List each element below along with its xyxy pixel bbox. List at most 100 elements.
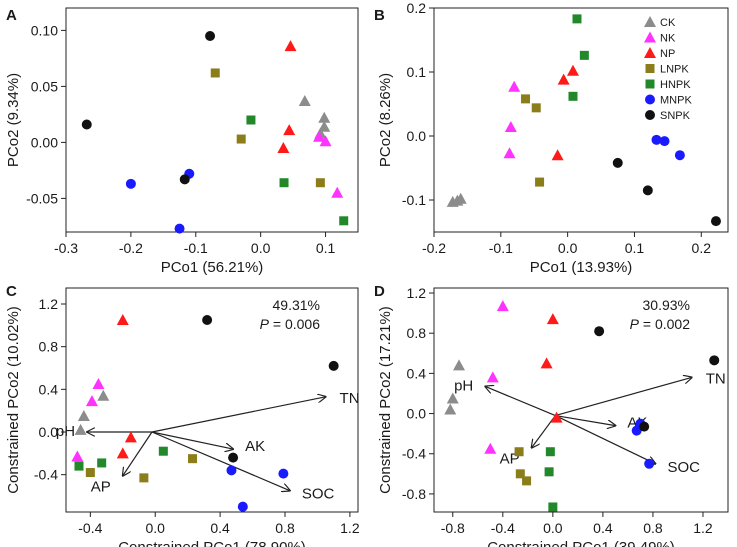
x-tick-label: -0.2 (422, 240, 446, 256)
legend-marker-snpk (645, 110, 655, 120)
point-lnpk (188, 454, 198, 464)
point-nk (319, 135, 332, 147)
vector-label-ph: pH (56, 423, 75, 440)
point-hnpk (544, 467, 554, 477)
legend-item-hnpk: HNPK (645, 79, 691, 91)
point-np (116, 447, 129, 459)
vector-label-tn: TN (706, 370, 726, 387)
vector-soc (151, 431, 290, 491)
legend-item-mnpk: MNPK (645, 94, 692, 107)
y-tick-label: -0.8 (402, 486, 426, 502)
y-axis-title: PCo2 (8.26%) (377, 73, 394, 167)
point-np (284, 40, 297, 52)
point-hnpk (572, 14, 582, 24)
vector-ph (485, 386, 556, 417)
point-np (540, 357, 553, 369)
point-snpk (594, 326, 605, 337)
point-lnpk (236, 134, 246, 144)
y-tick-label: 0.4 (407, 365, 427, 381)
y-axis-title: PCo2 (9.34%) (5, 73, 22, 167)
point-snpk (710, 216, 721, 227)
y-axis-title: Constrained PCo2 (17.21%) (377, 306, 394, 494)
point-hnpk (158, 446, 168, 456)
plot-frame (433, 287, 729, 513)
point-nk (508, 80, 521, 92)
point-lnpk (531, 103, 541, 113)
point-ck (318, 111, 331, 123)
point-hnpk (97, 458, 107, 468)
y-tick-label: -0.05 (26, 190, 58, 206)
plot-frame (65, 287, 359, 513)
point-lnpk (522, 476, 532, 486)
point-np (116, 314, 129, 325)
point-np (557, 73, 570, 85)
variance-explained: 30.93% (643, 297, 690, 313)
x-tick-label: -0.3 (54, 240, 78, 256)
point-mnpk (174, 223, 185, 234)
point-np (283, 124, 296, 136)
point-np (546, 313, 559, 325)
x-tick-label: 0.1 (316, 240, 336, 256)
p-value: P = 0.002 (630, 316, 691, 332)
legend-item-lnpk: LNPK (645, 64, 689, 76)
vector-ap (532, 415, 556, 448)
point-snpk (639, 421, 650, 432)
point-hnpk (548, 502, 558, 512)
point-snpk (202, 315, 213, 325)
point-lnpk (139, 473, 149, 483)
point-hnpk (579, 50, 589, 60)
vector-label-soc: SOC (302, 486, 335, 503)
point-snpk (709, 355, 720, 366)
point-snpk (612, 157, 623, 168)
x-tick-label: -0.8 (441, 520, 465, 536)
y-tick-label: 0.00 (31, 134, 58, 150)
y-tick-label: 0.0 (39, 424, 59, 440)
legend-marker-hnpk (645, 79, 655, 89)
legend-item-nk: NK (644, 31, 676, 45)
point-snpk (81, 119, 92, 130)
point-np (124, 431, 137, 443)
point-nk (85, 395, 98, 407)
panel-letter: B (374, 7, 385, 24)
point-mnpk (237, 501, 248, 512)
point-lnpk (514, 447, 524, 457)
x-tick-label: 0.4 (593, 520, 613, 536)
x-tick-label: 0.2 (692, 240, 712, 256)
vector-label-ak: AK (245, 438, 265, 455)
legend-label: CK (660, 17, 676, 29)
point-ck (77, 410, 90, 421)
panel-d: D -0.8 -0.4 0.0 0.4 0.8 1.2 -0.8 -0.4 0.0 0.4 0.8 1.… (374, 283, 729, 547)
point-mnpk (125, 178, 136, 189)
legend-label: HNPK (660, 79, 691, 91)
point-snpk (642, 185, 653, 196)
point-np (277, 142, 290, 153)
point-lnpk (515, 469, 525, 479)
y-tick-label: 0.8 (39, 339, 59, 355)
vector-tn (151, 397, 326, 433)
x-tick-label: 0.0 (558, 240, 578, 256)
x-tick-label: -0.4 (78, 520, 102, 536)
panel-letter: D (374, 283, 385, 300)
panel-letter: C (6, 283, 17, 300)
legend: CK NK NP LNPK HNPK MNPK SNPK (644, 16, 692, 122)
x-tick-label: 0.0 (543, 520, 563, 536)
x-tick-label: -0.2 (119, 240, 143, 256)
point-snpk (228, 452, 239, 463)
y-axis-title: Constrained PCo2 (10.02%) (5, 306, 22, 494)
y-tick-label: 0.2 (407, 0, 427, 16)
y-tick-label: 0.4 (39, 381, 59, 397)
point-np (566, 64, 579, 76)
p-value: P = 0.006 (260, 316, 321, 332)
point-ck (298, 94, 311, 106)
point-ck (446, 392, 459, 404)
point-hnpk (246, 115, 256, 125)
point-mnpk (226, 465, 237, 476)
y-tick-label: 0.10 (31, 22, 58, 38)
x-tick-label: 0.8 (643, 520, 663, 536)
panel-b: B -0.2 -0.1 0.0 0.1 0.2 -0.1 0.0 0.1 0.2 PCo1 (13.… (374, 0, 729, 276)
point-nk (92, 378, 105, 389)
point-snpk (205, 31, 216, 41)
legend-label: NP (660, 48, 675, 60)
legend-marker-ck (644, 16, 656, 27)
point-nk (484, 442, 497, 454)
